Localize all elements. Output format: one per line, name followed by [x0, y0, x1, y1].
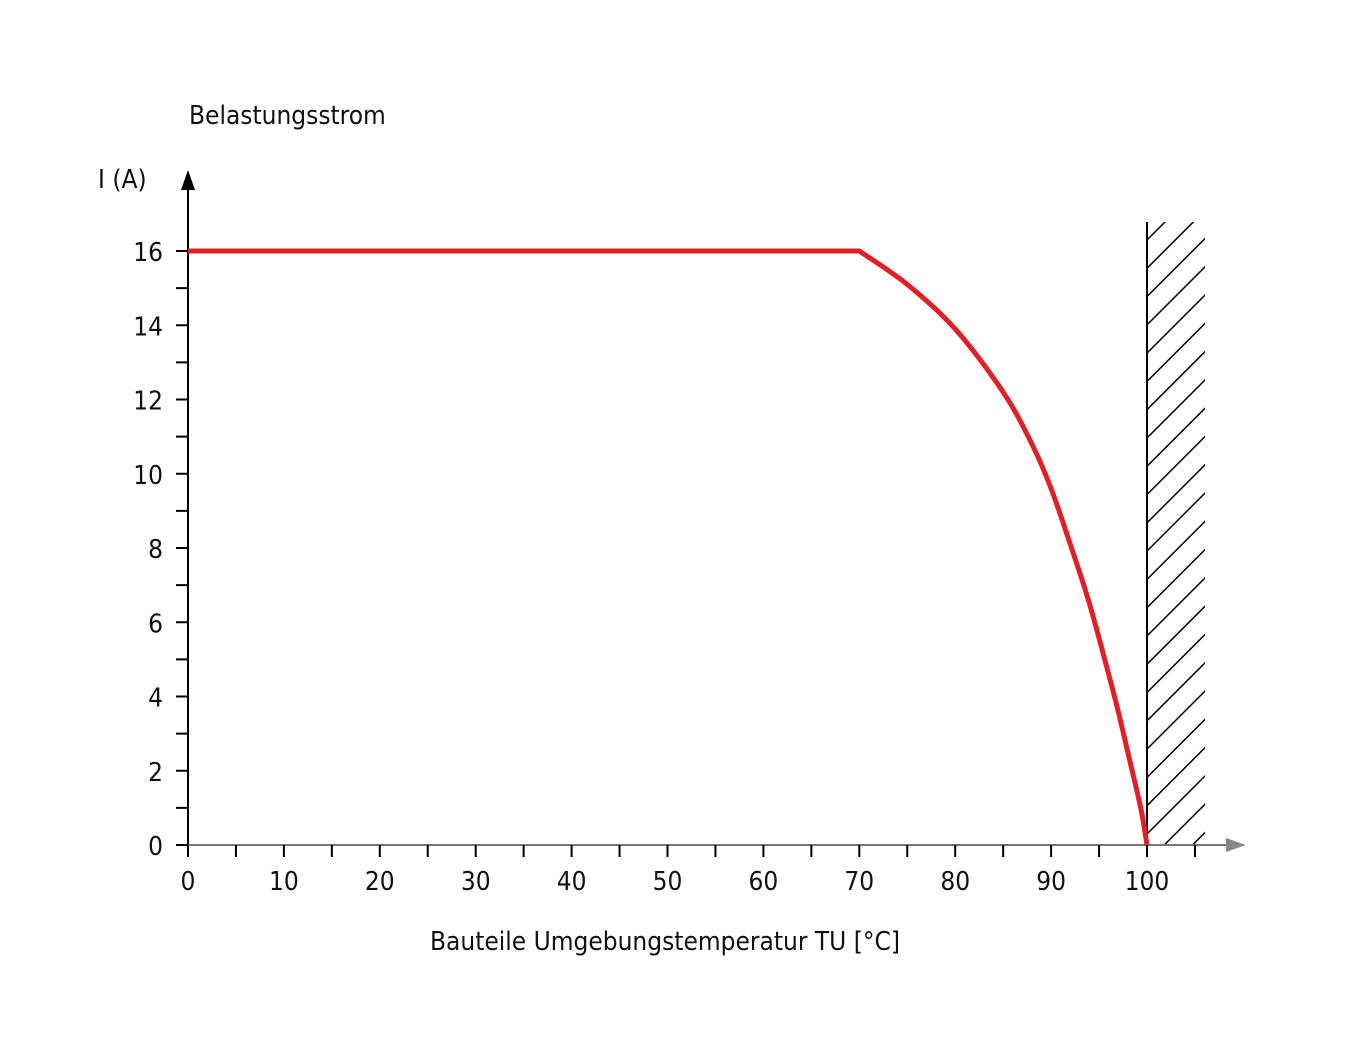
- x-tick-label: 10: [269, 867, 299, 897]
- y-tick-label: 0: [148, 832, 163, 862]
- x-tick-label: 80: [940, 867, 970, 897]
- y-tick-label: 8: [148, 535, 163, 565]
- y-tick-label: 16: [133, 238, 163, 268]
- x-axis-title: Bauteile Umgebungstemperatur TU [°C]: [430, 927, 900, 957]
- y-axis-arrow: [181, 170, 195, 190]
- y-ticks: 0 2 4 6 8 10 12 14 16: [133, 238, 188, 862]
- y-tick-label: 12: [133, 387, 163, 417]
- x-tick-label: 0: [181, 867, 196, 897]
- x-tick-label: 90: [1036, 867, 1066, 897]
- x-tick-label: 20: [365, 867, 395, 897]
- y-tick-label: 10: [133, 461, 163, 491]
- x-ticks: 0 10 20 30 40 50 60 70 80 90 100: [181, 845, 1196, 897]
- y-tick-label: 4: [148, 684, 163, 714]
- x-axis-arrow: [1226, 838, 1246, 852]
- y-tick-label: 14: [133, 312, 163, 342]
- x-tick-label: 40: [557, 867, 587, 897]
- x-tick-label: 100: [1125, 867, 1170, 897]
- series-group: [188, 248, 1150, 846]
- x-tick-label: 60: [749, 867, 779, 897]
- y-tick-label: 6: [148, 609, 163, 639]
- x-tick-label: 30: [461, 867, 491, 897]
- y-tick-label: 2: [148, 758, 163, 788]
- y-axis-title: Belastungsstrom: [189, 101, 386, 131]
- y-axis-unit-label: I (A): [98, 165, 147, 195]
- hatched-region: [1146, 222, 1205, 845]
- series-line: [188, 248, 1150, 846]
- x-tick-label: 50: [653, 867, 683, 897]
- x-tick-label: 70: [844, 867, 874, 897]
- axes: [181, 170, 1246, 852]
- hatched-area: [1147, 222, 1205, 845]
